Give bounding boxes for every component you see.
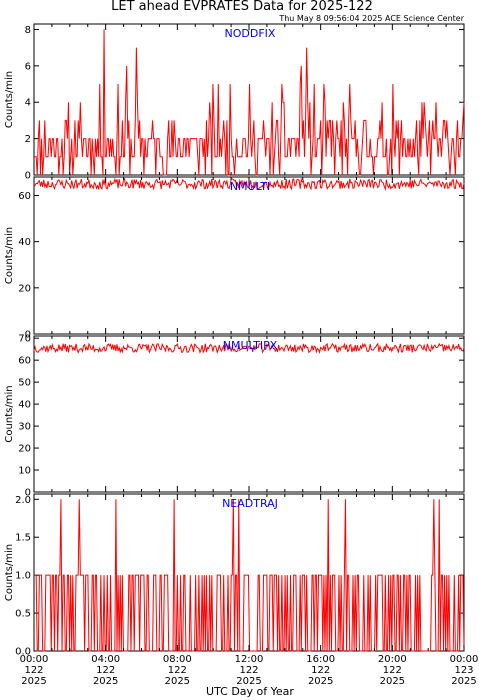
plot-frame bbox=[33, 176, 465, 335]
x-tick-year: 2025 bbox=[93, 676, 118, 687]
x-tick-time: 04:00 bbox=[91, 654, 120, 665]
x-tick-time: 20:00 bbox=[378, 654, 407, 665]
y-tick-label: 10 bbox=[18, 466, 31, 477]
series-line-noddfix bbox=[34, 29, 465, 176]
series-line-nmultipx bbox=[33, 342, 465, 354]
x-tick-day: 122 bbox=[168, 665, 187, 676]
x-axis-label: UTC Day of Year bbox=[206, 685, 294, 698]
y-tick-label: 60 bbox=[18, 191, 31, 202]
panel-neadtraj: 0.0 0.5 1.0 1.5 2.0 NEADTRAJ Counts/min bbox=[4, 493, 465, 658]
y-axis-label: Counts/min bbox=[4, 544, 15, 601]
y-tick-label: 70 bbox=[18, 334, 31, 345]
panel-nmulti: 0 20 40 60 NMULTI Counts/min bbox=[4, 176, 465, 341]
panels: 0 2 4 6 8 NODDFIX Counts/min 0 20 40 60 NMULTI Count… bbox=[4, 23, 465, 658]
x-tick-time: 08:00 bbox=[163, 654, 192, 665]
panel-noddfix: 0 2 4 6 8 NODDFIX Counts/min bbox=[4, 23, 465, 182]
y-tick-label: 0 bbox=[25, 330, 31, 341]
x-tick-time: 00:00 bbox=[20, 654, 49, 665]
panel-label: NMULTIPX bbox=[223, 339, 278, 352]
x-tick-year: 2025 bbox=[165, 676, 190, 687]
panel-nmultipx: 0 10 20 30 40 50 60 70 NMULTIPX Counts/min bbox=[4, 334, 465, 499]
panel-label: NEADTRAJ bbox=[222, 497, 278, 510]
x-tick-year: 2025 bbox=[236, 676, 261, 687]
series-line-nmulti bbox=[33, 177, 465, 191]
x-tick-time: 00:00 bbox=[450, 654, 479, 665]
chart-title: LET ahead EVPRATES Data for 2025-122 bbox=[111, 0, 373, 14]
y-axis-label: Counts/min bbox=[4, 227, 15, 284]
x-tick-day: 122 bbox=[24, 665, 43, 676]
y-tick-label: 0.0 bbox=[15, 647, 31, 658]
y-tick-label: 2 bbox=[25, 134, 31, 145]
y-tick-label: 0.5 bbox=[15, 609, 31, 620]
y-tick-label: 2.0 bbox=[15, 495, 31, 506]
x-tick-year: 2025 bbox=[21, 676, 46, 687]
x-tick-year: 2025 bbox=[308, 676, 333, 687]
panel-label: NODDFIX bbox=[225, 27, 276, 40]
y-axis-label: Counts/min bbox=[4, 71, 15, 128]
y-axis-label: Counts/min bbox=[4, 385, 15, 442]
y-tick-label: 40 bbox=[18, 237, 31, 248]
x-tick-day: 123 bbox=[454, 665, 473, 676]
x-axis: 00:00122202504:00122202508:00122202512:0… bbox=[20, 654, 479, 687]
x-tick-time: 16:00 bbox=[306, 654, 335, 665]
timestamp: Thu May 8 09:56:04 2025 ACE Science Cent… bbox=[278, 14, 464, 23]
y-tick-label: 1.5 bbox=[15, 533, 31, 544]
y-tick-label: 4 bbox=[25, 98, 31, 109]
y-tick-label: 0 bbox=[25, 171, 31, 182]
y-tick-label: 20 bbox=[18, 444, 31, 455]
x-tick-day: 122 bbox=[383, 665, 402, 676]
x-tick-year: 2025 bbox=[451, 676, 476, 687]
y-tick-label: 20 bbox=[18, 283, 31, 294]
x-tick-day: 122 bbox=[311, 665, 330, 676]
panel-label: NMULTI bbox=[230, 180, 270, 193]
y-tick-label: 50 bbox=[18, 378, 31, 389]
y-tick-label: 8 bbox=[25, 25, 31, 36]
series-line-neadtraj bbox=[34, 499, 465, 652]
plot-frame bbox=[33, 335, 465, 493]
y-tick-label: 60 bbox=[18, 356, 31, 367]
y-tick-label: 0 bbox=[25, 488, 31, 499]
x-tick-year: 2025 bbox=[380, 676, 405, 687]
y-tick-label: 6 bbox=[25, 61, 31, 72]
x-tick-time: 12:00 bbox=[235, 654, 264, 665]
x-tick-day: 122 bbox=[239, 665, 258, 676]
y-tick-label: 40 bbox=[18, 400, 31, 411]
y-tick-label: 30 bbox=[18, 422, 31, 433]
x-tick-day: 122 bbox=[96, 665, 115, 676]
y-tick-label: 1.0 bbox=[15, 571, 31, 582]
